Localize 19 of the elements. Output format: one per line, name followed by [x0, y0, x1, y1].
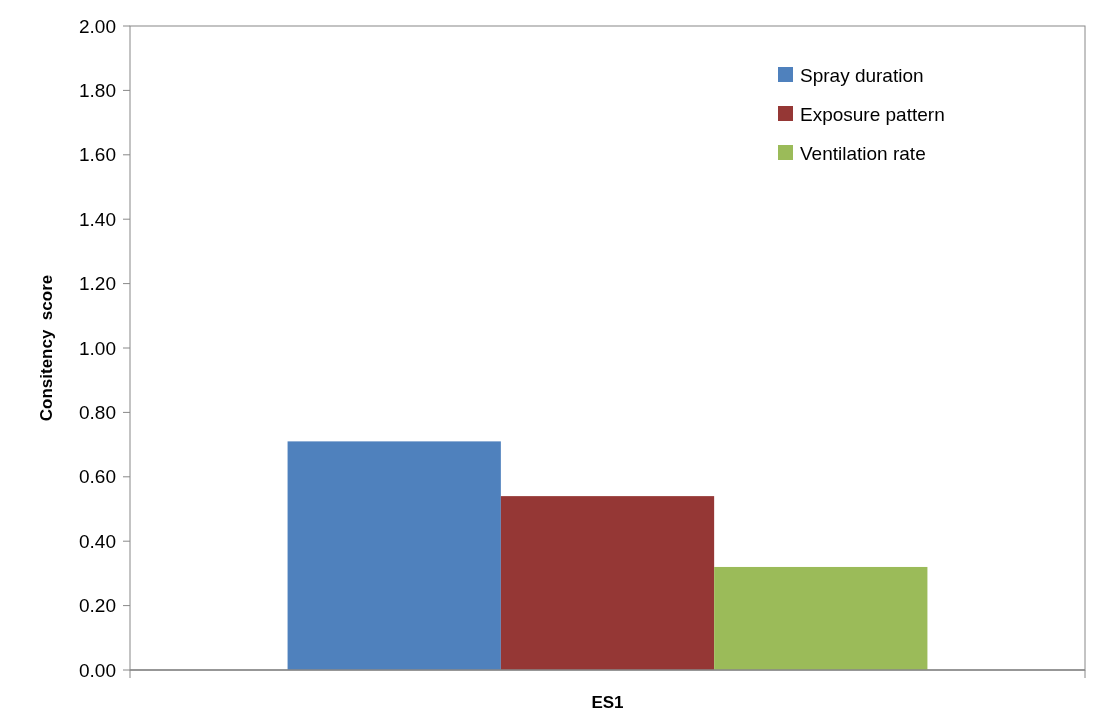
y-tick-label: 1.60 — [79, 144, 116, 166]
y-tick-label: 0.20 — [79, 595, 116, 617]
x-tick-label: ES1 — [591, 693, 624, 712]
bar — [500, 496, 715, 670]
y-tick-label: 1.20 — [79, 273, 116, 295]
y-axis-title: Consitency score — [37, 274, 56, 422]
y-tick-label: 0.80 — [79, 402, 116, 424]
legend-label: Spray duration — [800, 64, 924, 86]
legend-label: Ventilation rate — [800, 142, 926, 164]
y-tick-label: 0.40 — [79, 530, 116, 552]
y-tick-label: 1.00 — [79, 337, 116, 359]
y-tick-label: 1.80 — [79, 80, 116, 102]
y-tick-label: 0.00 — [79, 659, 116, 681]
y-tick-label: 1.40 — [79, 208, 116, 230]
y-tick-label: 2.00 — [79, 15, 116, 37]
bar — [287, 441, 501, 670]
legend-label: Exposure pattern — [800, 103, 945, 125]
bar — [714, 566, 928, 670]
y-tick-label: 0.60 — [79, 466, 116, 488]
